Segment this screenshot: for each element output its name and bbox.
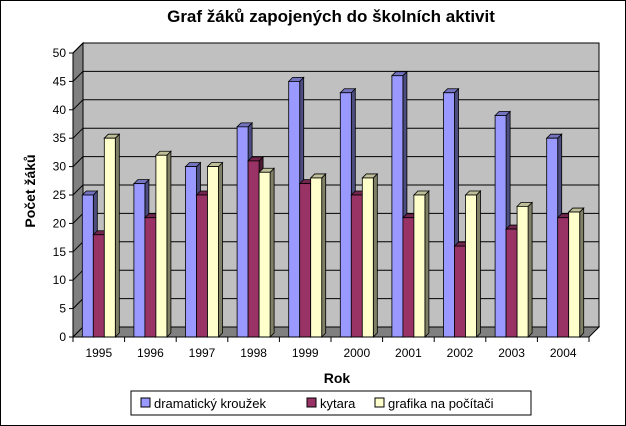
legend-swatch <box>374 397 385 408</box>
gridline <box>72 127 599 139</box>
gridline <box>72 99 599 111</box>
x-tick-label: 1996 <box>137 346 164 360</box>
bar <box>154 150 172 338</box>
gridline <box>72 156 599 167</box>
x-tick-label: 2004 <box>550 346 577 360</box>
legend-box <box>130 390 532 416</box>
axes: 0 5 10 15 20 25 30 35 40 45 50 1995 1996 1997 1998 1999… <box>53 46 590 360</box>
y-tick-label: 30 <box>53 160 67 174</box>
legend-swatch <box>306 397 317 408</box>
y-tick-label: 20 <box>53 216 67 230</box>
bar <box>516 201 534 338</box>
legend-item: grafika na počítači <box>374 396 494 411</box>
x-tick-label: 2003 <box>498 346 525 360</box>
legend-label: kytara <box>320 396 356 411</box>
y-tick-label: 15 <box>53 245 67 259</box>
bar <box>309 172 327 338</box>
bar <box>103 133 121 338</box>
legend-item: kytara <box>306 396 356 411</box>
y-tick-label: 35 <box>53 131 67 145</box>
y-tick-label: 0 <box>59 330 66 344</box>
gridline <box>72 42 599 54</box>
x-tick-label: 1995 <box>85 346 112 360</box>
x-tick-label: 2002 <box>447 346 474 360</box>
y-tick-label: 40 <box>53 103 67 117</box>
x-tick-label: 1998 <box>240 346 267 360</box>
chart-title: Graf žáků zapojených do školních aktivit <box>167 7 495 26</box>
legend-label: dramatický kroužek <box>154 396 266 411</box>
x-tick-label: 2000 <box>343 346 370 360</box>
bar <box>464 190 482 338</box>
bar <box>361 172 379 338</box>
y-tick-label: 45 <box>53 74 67 88</box>
x-tick-label: 1997 <box>189 346 216 360</box>
legend: dramatický kroužek kytara grafika na počít… <box>130 390 532 416</box>
bar <box>258 167 276 338</box>
y-axis-title: Počet žáků <box>22 154 38 227</box>
legend-swatch <box>140 397 151 408</box>
bar <box>412 190 430 338</box>
bar <box>567 207 585 338</box>
bars <box>81 70 585 338</box>
y-tick-label: 25 <box>53 188 67 202</box>
y-tick-label: 5 <box>59 302 66 316</box>
x-axis-title: Rok <box>324 370 351 386</box>
x-tick-label: 2001 <box>395 346 422 360</box>
legend-item: dramatický kroužek <box>140 396 266 411</box>
legend-label: grafika na počítači <box>388 396 494 411</box>
gridline <box>72 70 599 82</box>
bar <box>206 161 224 338</box>
y-tick-label: 50 <box>53 46 67 60</box>
x-tick-label: 1999 <box>292 346 319 360</box>
y-tick-label: 10 <box>53 273 67 287</box>
gridline <box>72 184 599 196</box>
